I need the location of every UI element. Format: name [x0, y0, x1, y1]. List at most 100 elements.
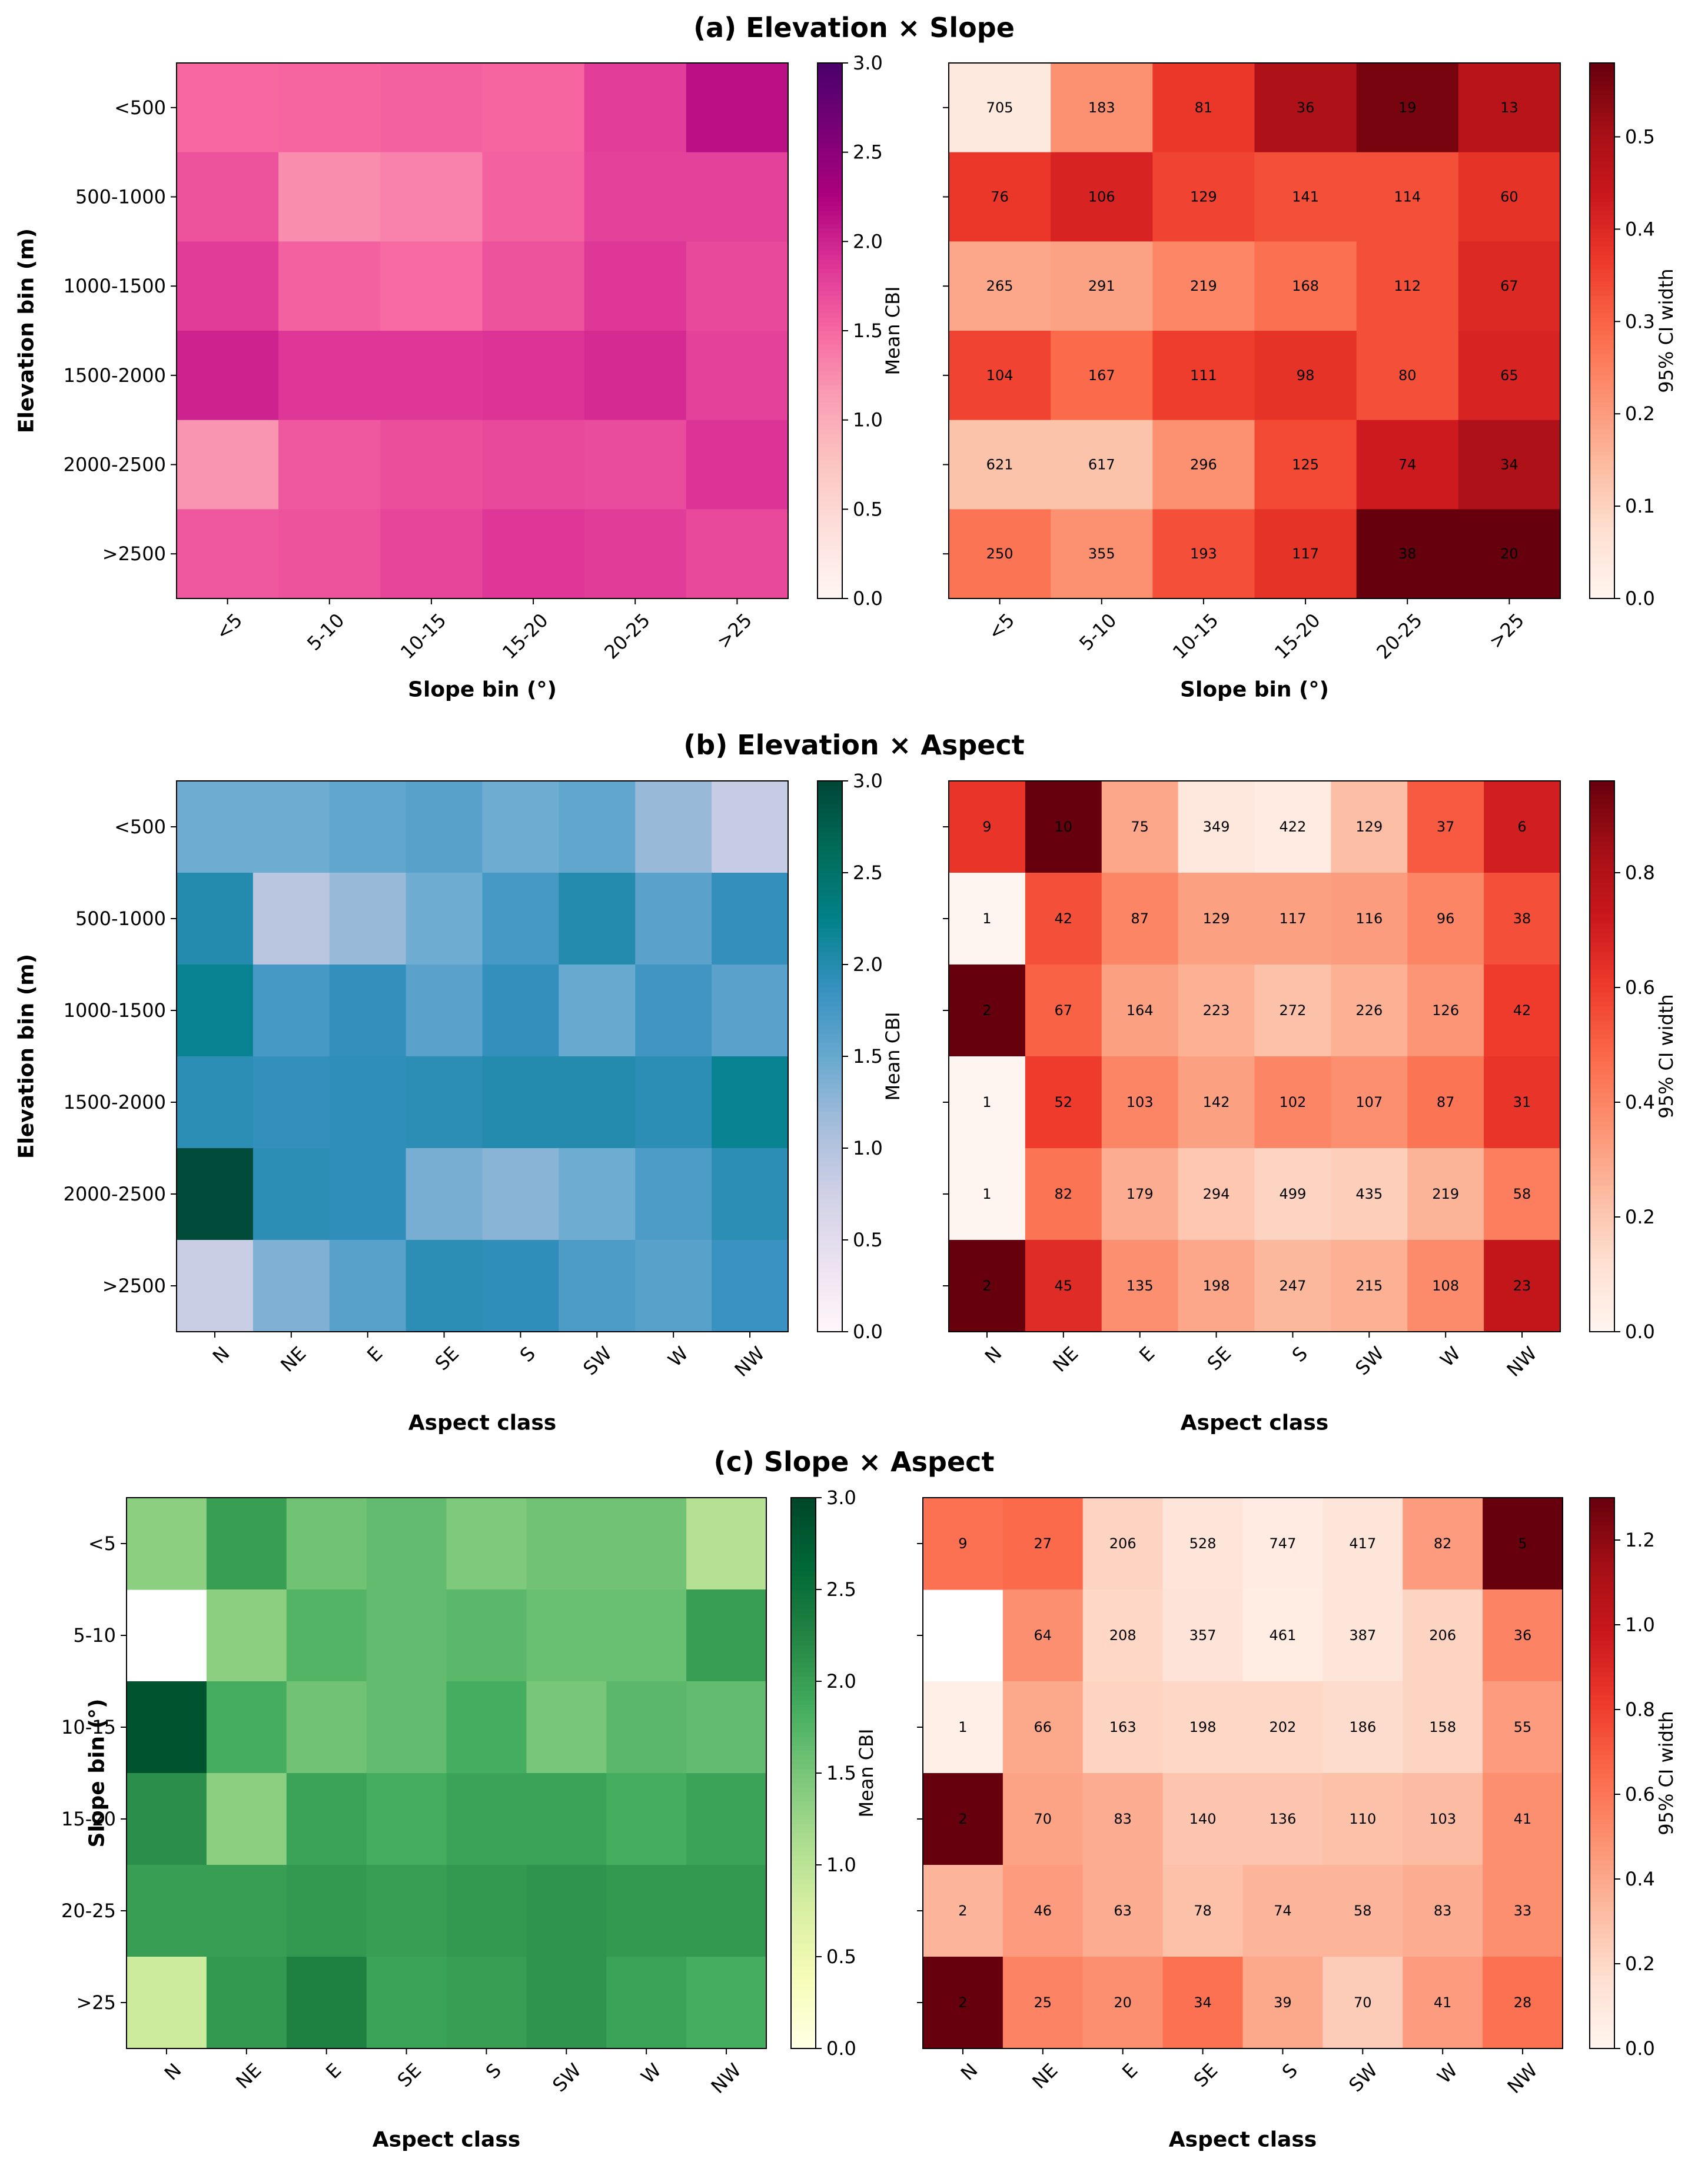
axes-frame: [176, 62, 789, 599]
cell-count-label: 705: [986, 99, 1013, 116]
colorbar-segment: [1590, 1240, 1614, 1245]
colorbar-segment: [818, 540, 842, 546]
colorbar-segment: [791, 1892, 816, 1898]
cell-count-label: 67: [1500, 278, 1518, 294]
cell-count-label: 60: [1500, 189, 1518, 205]
heatmap-cell: [1082, 1865, 1164, 1957]
y-tick-label: <5: [88, 1532, 116, 1555]
colorbar-segment: [791, 1502, 816, 1508]
colorbar-tick-label: 0.2: [1625, 1206, 1655, 1228]
colorbar-tick-label: 0.4: [1625, 218, 1655, 240]
x-tick-label: S: [1288, 1342, 1312, 1366]
y-tick-label: 500-1000: [75, 186, 166, 208]
x-tick-label: W: [1436, 1342, 1465, 1371]
heatmap-cell: [177, 152, 279, 242]
colorbar-segment: [818, 1272, 842, 1278]
x-tick-label: SW: [548, 2059, 586, 2097]
colorbar-segment: [791, 1819, 816, 1824]
colorbar-segment: [1590, 237, 1614, 242]
cell-count-label: 112: [1394, 278, 1421, 294]
colorbar-segment: [791, 1988, 816, 1994]
y-tick-label: >2500: [102, 1275, 166, 1297]
heatmap-cell: [1403, 1957, 1483, 2049]
heatmap-cell: [1403, 1498, 1483, 1590]
colorbar-segment: [1590, 1166, 1614, 1172]
y-tick-label: >25: [76, 1991, 116, 2014]
colorbar-segment: [791, 1961, 816, 1967]
cell-count-label: 41: [1434, 1994, 1452, 2011]
heatmap-cell: [949, 781, 1026, 873]
colorbar-segment: [1590, 1511, 1614, 1517]
cell-count-label: 158: [1429, 1719, 1456, 1735]
x-tick-label: NE: [1048, 1342, 1082, 1376]
heatmap-cell: [635, 873, 712, 965]
heatmap-cell: [1403, 1865, 1483, 1957]
cell-count-label: 117: [1280, 910, 1307, 927]
heatmap-cell: [1242, 1681, 1323, 1774]
x-tick-label: NW: [1503, 2059, 1542, 2098]
heatmap-cell: [686, 152, 789, 242]
heatmap-cell: [1082, 1498, 1164, 1590]
x-tick-label: E: [1135, 1342, 1159, 1366]
heatmap-cell: [1162, 1865, 1244, 1957]
colorbar-segment: [818, 411, 842, 416]
colorbar-segment: [818, 76, 842, 82]
colorbar-segment: [818, 250, 842, 255]
y-axis-label: Elevation bin (m): [15, 228, 39, 433]
colorbar-segment: [1590, 424, 1614, 430]
heatmap-cell: [206, 1681, 287, 1774]
colorbar-segment: [1590, 868, 1614, 873]
heatmap-cell: [482, 1148, 559, 1241]
colorbar-segment: [791, 1837, 816, 1843]
heatmap-cell: [686, 1865, 767, 1957]
cell-count-label: 9: [958, 1535, 967, 1552]
colorbar-segment: [818, 1281, 842, 1286]
heatmap-cell: [1331, 1148, 1408, 1241]
colorbar-segment: [818, 594, 842, 599]
cell-count-label: 66: [1034, 1719, 1052, 1735]
heatmap-cell: [584, 331, 687, 421]
x-tick-label: SE: [431, 1342, 464, 1375]
x-tick-label: NW: [707, 2059, 746, 2098]
colorbar-segment: [1590, 241, 1614, 247]
colorbar-segment: [1590, 460, 1614, 465]
panel-c: (c) Slope × Aspect <5 5-10 10-15 15-20 20-25 >…: [61, 1446, 1677, 2152]
heatmap-cell: [686, 509, 789, 599]
heatmap-cell: [686, 1773, 767, 1865]
colorbar-segment: [791, 1562, 816, 1567]
colorbar-segment: [818, 1221, 842, 1227]
heatmap-cell: [1162, 1681, 1244, 1774]
colorbar-segment: [818, 447, 842, 452]
y-tick-label: 1000-1500: [64, 999, 166, 1022]
heatmap-cell: [252, 1240, 330, 1332]
colorbar-segment: [818, 585, 842, 590]
heatmap-cell: [1254, 63, 1357, 153]
colorbar-segment: [818, 117, 842, 122]
colorbar-segment: [818, 241, 842, 247]
heatmap-cell: [559, 965, 636, 1057]
colorbar-segment: [1590, 1037, 1614, 1043]
cell-count-label: 36: [1297, 99, 1315, 116]
cell-count-label: 499: [1280, 1186, 1307, 1202]
colorbar-segment: [1590, 1042, 1614, 1048]
heatmap-cell: [559, 1240, 636, 1332]
colorbar-segment: [791, 1626, 816, 1631]
colorbar-segment: [1590, 138, 1614, 144]
heatmap-cell: [606, 1773, 687, 1865]
colorbar-segment: [1590, 143, 1614, 148]
cell-count-label: 2: [982, 1002, 991, 1019]
colorbar-segment: [818, 840, 842, 846]
colorbar-segment: [1590, 1920, 1614, 1925]
colorbar-segment: [1590, 1001, 1614, 1006]
colorbar-segment: [1590, 873, 1614, 878]
y-axis-label: Elevation bin (m): [15, 954, 39, 1159]
colorbar-segment: [791, 1764, 816, 1769]
colorbar-segment: [1590, 1708, 1614, 1714]
cell-count-label: 215: [1355, 1278, 1383, 1294]
colorbar-segment: [791, 1814, 816, 1820]
colorbar-segment: [818, 1083, 842, 1089]
colorbar-segment: [818, 1010, 842, 1016]
colorbar-segment: [791, 1654, 816, 1659]
cell-count-label: 296: [1190, 457, 1217, 473]
x-tick-label: 20-25: [600, 609, 654, 664]
